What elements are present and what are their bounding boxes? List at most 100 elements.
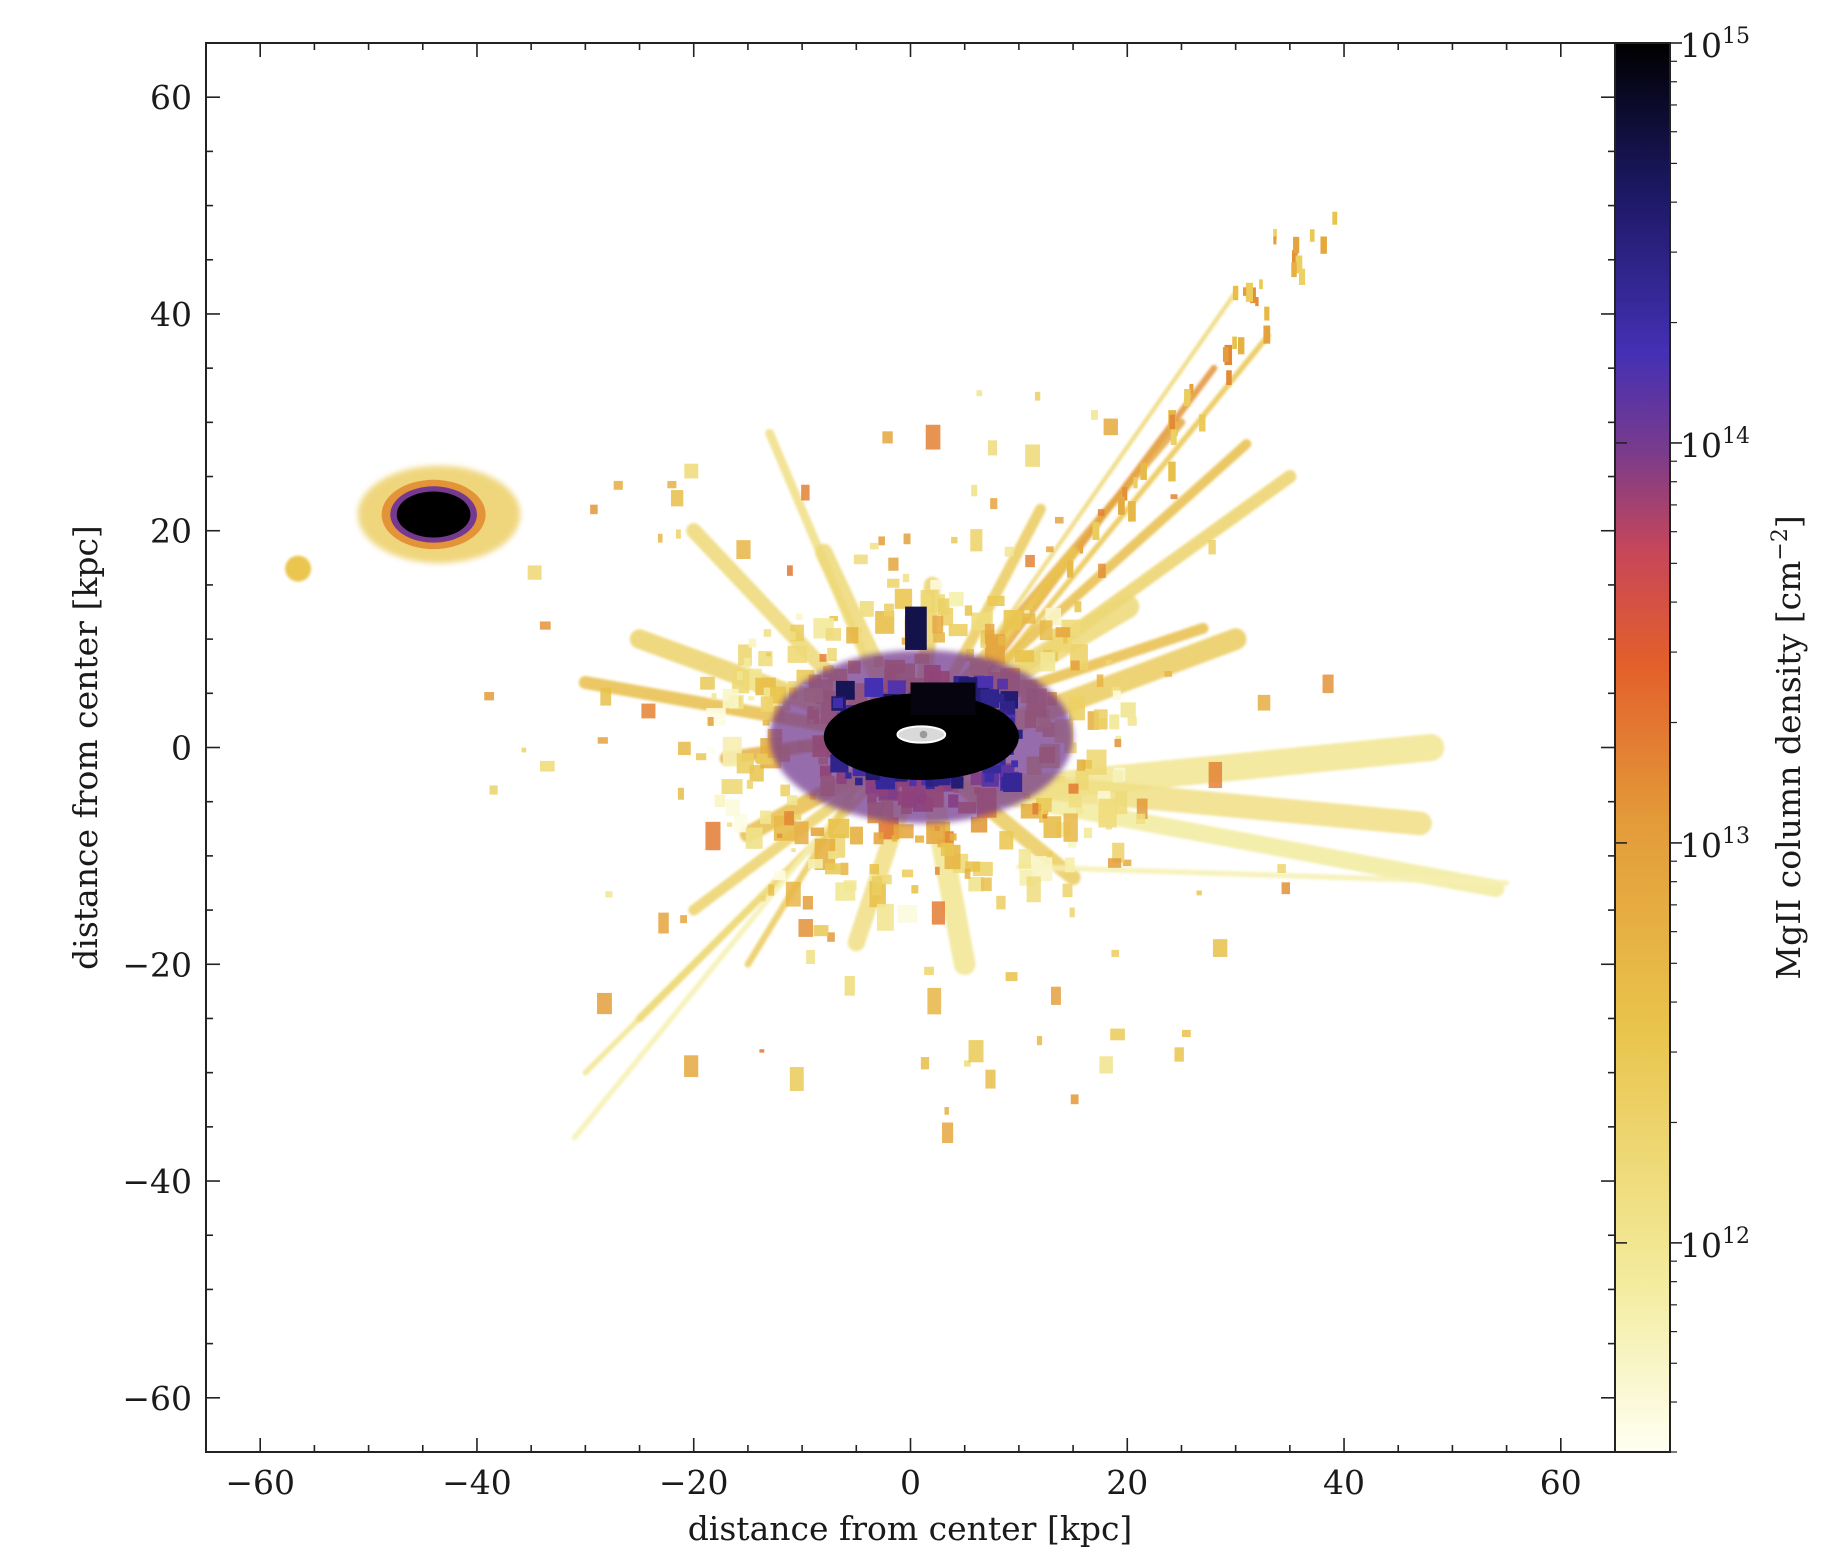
filament-clump — [1189, 383, 1194, 395]
gas-cell — [749, 764, 764, 782]
gas-cell — [745, 827, 763, 849]
gas-clump — [527, 565, 542, 580]
x-tick-label: −40 — [442, 1463, 512, 1502]
filament-clump — [1092, 521, 1100, 541]
filament-clump — [1226, 370, 1232, 386]
gas-clump — [489, 785, 498, 795]
gas-clump — [1196, 890, 1202, 896]
gas-clump — [1098, 563, 1106, 578]
filament-clump — [1245, 282, 1253, 302]
gas-cell — [968, 877, 985, 892]
gas-clump — [1070, 1094, 1079, 1105]
x-tick-labels: −60 −40 −20 0 20 40 60 — [225, 1463, 1581, 1502]
gas-clump — [840, 862, 849, 876]
y-tick-label: 20 — [150, 512, 192, 551]
gas-clump — [976, 390, 983, 397]
gas-cell — [999, 831, 1014, 850]
gas-clump — [1069, 907, 1075, 918]
gas-cell — [869, 864, 880, 875]
gas-clump — [942, 1122, 954, 1144]
gas-cell — [780, 784, 791, 797]
filament-clump — [1293, 236, 1300, 254]
gas-clump — [827, 932, 835, 942]
gas-clump — [597, 737, 608, 744]
gas-cell — [926, 821, 946, 845]
gas-cell — [760, 696, 773, 713]
filament-clump — [1133, 477, 1138, 489]
satellite-core — [396, 491, 471, 538]
gas-clump — [927, 987, 942, 1015]
gas-cell — [1064, 857, 1075, 873]
gas-clump — [878, 536, 885, 546]
gas-cell — [1112, 770, 1124, 783]
gas-clump — [776, 833, 783, 838]
gas-clump — [1277, 864, 1286, 874]
colorbar-tick-label: 1015 — [1680, 24, 1750, 65]
gas-cell — [810, 827, 825, 836]
core-cell — [984, 772, 995, 783]
gas-cell — [933, 632, 945, 643]
core-cell — [951, 776, 964, 789]
gas-streak — [930, 290, 1238, 728]
gas-cell — [875, 610, 895, 634]
gas-cell — [762, 719, 770, 726]
gas-cell — [725, 799, 740, 816]
filament-clump — [1309, 229, 1315, 242]
gas-clump — [1036, 1035, 1043, 1046]
gas-clump — [985, 1069, 996, 1089]
filament-clump — [1140, 462, 1147, 480]
y-tick-labels: −60 −40 −20 0 20 40 60 — [122, 78, 192, 1418]
gas-clump — [1005, 972, 1018, 982]
gas-clump — [1112, 842, 1125, 863]
gas-cell — [1075, 805, 1083, 815]
gas-clump — [888, 557, 899, 571]
gas-clump — [968, 1040, 984, 1063]
gas-clump — [1090, 410, 1098, 420]
gas-clump — [971, 484, 978, 497]
gas-cell — [893, 824, 914, 839]
gas-clump — [1111, 949, 1120, 957]
gas-cell — [793, 814, 802, 821]
gas-clump — [1063, 635, 1068, 644]
gas-clump — [951, 536, 958, 544]
gas-cell — [894, 588, 913, 609]
gas-clump — [1032, 802, 1039, 815]
gas-cell — [825, 627, 842, 641]
gas-clump — [684, 1055, 699, 1078]
gas-clump — [1257, 694, 1271, 711]
gas-clump — [484, 692, 495, 701]
gas-clump — [677, 787, 684, 800]
gas-cell — [1075, 770, 1089, 790]
gas-cell — [970, 816, 988, 833]
gas-clump — [944, 1106, 949, 1115]
gas-clump — [1103, 418, 1118, 436]
gas-cell — [1109, 714, 1120, 730]
gas-cell — [876, 903, 894, 931]
y-tick-label: 40 — [150, 295, 192, 334]
gas-cell — [827, 647, 837, 662]
gas-clump — [1096, 674, 1104, 688]
gas-clump — [1182, 1029, 1191, 1038]
filament-clump — [1199, 414, 1206, 432]
gas-cell — [760, 810, 771, 824]
gas-cell — [1067, 841, 1077, 848]
gas-clump — [600, 687, 612, 706]
gas-clump — [539, 621, 551, 630]
gas-cell — [940, 607, 954, 626]
gas-clump — [806, 949, 815, 965]
gas-clump — [1170, 494, 1178, 500]
gas-cell — [891, 835, 898, 842]
gas-clump — [711, 693, 717, 701]
gas-clump — [1087, 711, 1099, 730]
gas-clump — [521, 747, 527, 753]
colorbar-tick-label: 1013 — [1680, 824, 1750, 865]
gas-clump — [964, 868, 971, 879]
gas-cell — [787, 645, 808, 663]
gas-cell — [1083, 827, 1093, 839]
gas-clump — [726, 822, 733, 827]
gas-clump — [1039, 620, 1053, 641]
gas-cell — [964, 605, 973, 616]
gas-cell — [763, 629, 772, 637]
gas-clump — [1208, 761, 1223, 789]
